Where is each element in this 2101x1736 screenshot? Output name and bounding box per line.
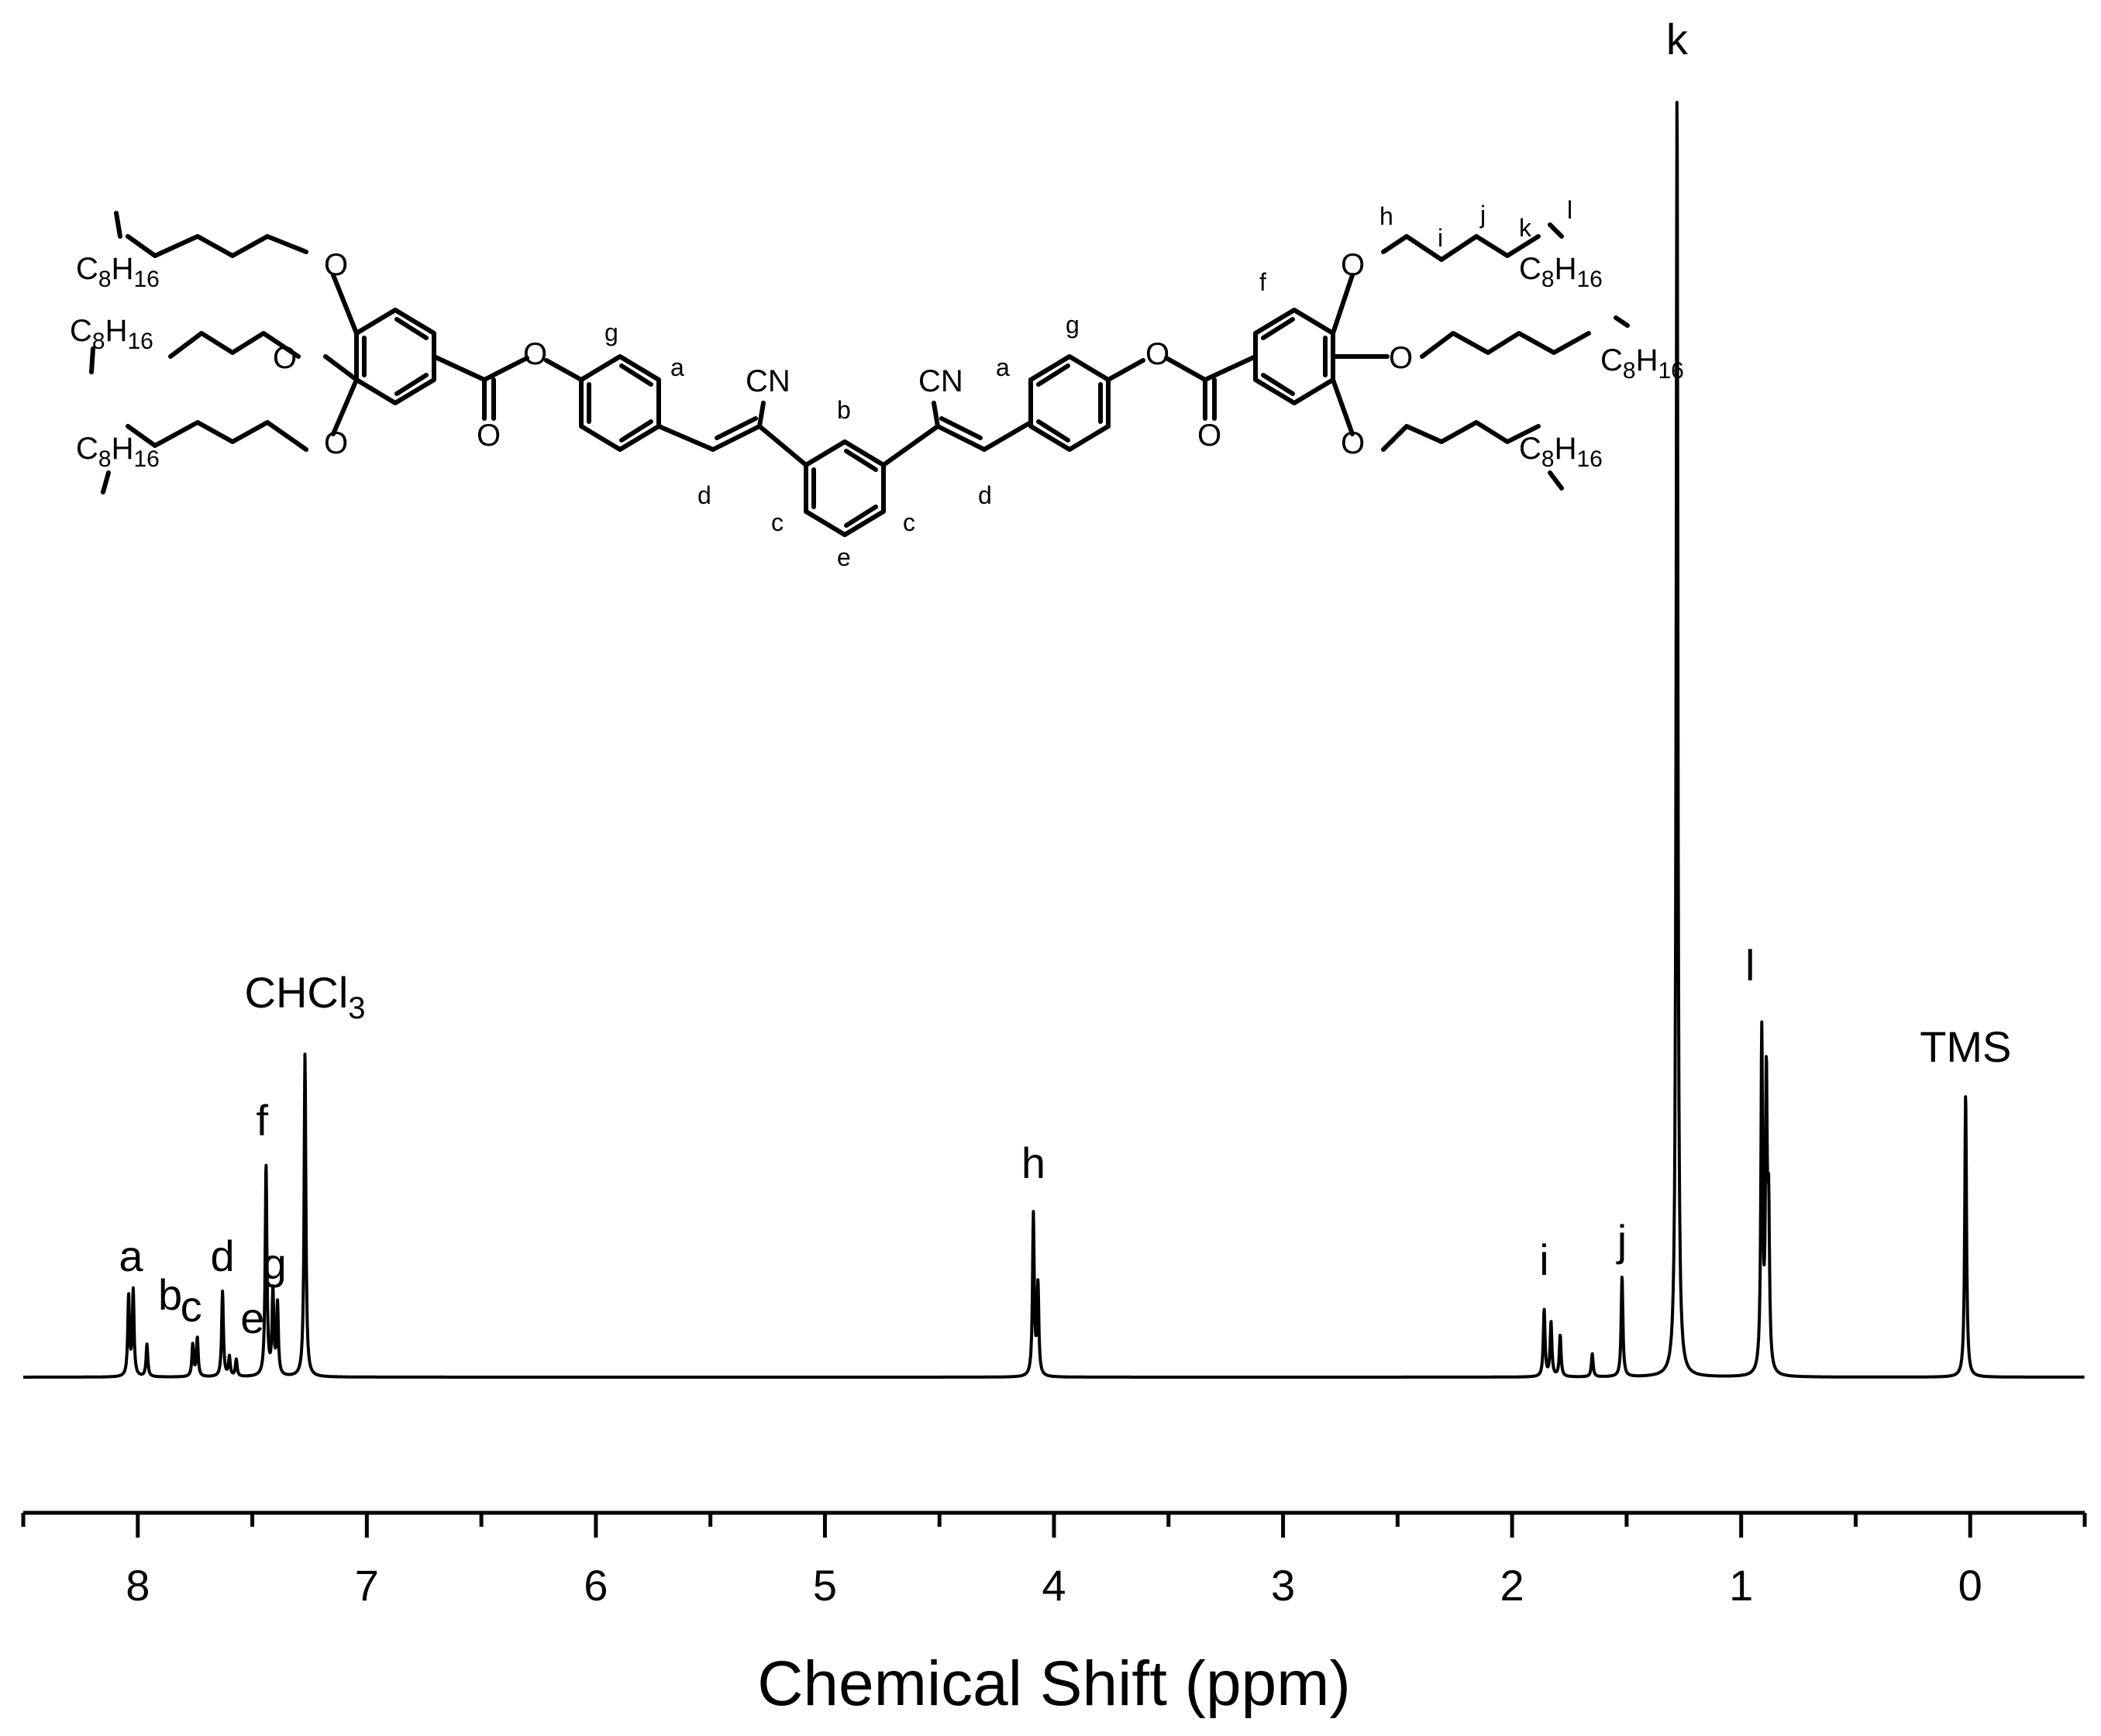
chain-label-5: C8H16 xyxy=(1600,343,1684,384)
oxygen-7: O xyxy=(1197,418,1221,453)
tick-label-4: 4 xyxy=(1042,1561,1066,1610)
annotation-b: b xyxy=(158,1270,182,1319)
annotation-e: e xyxy=(240,1293,264,1342)
chain-label-4: C8H16 xyxy=(1519,252,1603,292)
annotation-tms: TMS xyxy=(1920,1022,2011,1071)
spectrum-trace xyxy=(22,101,2086,1379)
proton-label-g-right: g xyxy=(1066,311,1080,339)
proton-label-i: i xyxy=(1438,224,1443,252)
tick-label-6: 6 xyxy=(584,1561,608,1610)
chain-label-2: C8H16 xyxy=(70,314,153,354)
peak-23 xyxy=(1965,1093,1966,1094)
proton-label-k: k xyxy=(1519,214,1532,242)
oxygen-10: O xyxy=(1341,426,1365,460)
proton-label-j: j xyxy=(1479,201,1486,229)
cyano-left: CN xyxy=(746,364,790,398)
annotation-g: g xyxy=(263,1239,287,1288)
tick-label-2: 2 xyxy=(1500,1561,1524,1610)
annotation-h: h xyxy=(1021,1138,1045,1187)
proton-label-c-right: c xyxy=(903,508,915,536)
tick-label-8: 8 xyxy=(126,1561,150,1610)
annotation-j: j xyxy=(1616,1216,1627,1265)
proton-label-d-left: d xyxy=(697,481,711,509)
proton-label-a-right: a xyxy=(996,353,1010,381)
oxygen-9: O xyxy=(1389,341,1413,375)
chain-label-3: C8H16 xyxy=(76,432,160,472)
proton-label-d-right: d xyxy=(978,481,992,509)
proton-label-a-left: a xyxy=(670,353,684,381)
annotation-a: a xyxy=(119,1231,143,1280)
proton-label-c-left: c xyxy=(771,508,784,536)
x-axis-title: Chemical Shift (ppm) xyxy=(757,1648,1351,1719)
chain-label-6: C8H16 xyxy=(1519,432,1603,472)
structure-labels: C8H16 C8H16 C8H16 C8H16 C8H16 C8H16 O O … xyxy=(70,196,1684,571)
annotation-i: i xyxy=(1539,1235,1548,1284)
oxygen-4: O xyxy=(477,418,501,453)
proton-label-f: f xyxy=(1259,268,1266,296)
proton-label-e: e xyxy=(837,543,851,571)
tick-label-0: 0 xyxy=(1958,1561,1982,1610)
oxygen-8: O xyxy=(1341,248,1365,282)
tick-label-3: 3 xyxy=(1271,1561,1295,1610)
annotation-chcl: CHCl3 xyxy=(245,968,366,1025)
annotation-k: k xyxy=(1666,15,1689,64)
proton-label-b: b xyxy=(837,396,851,424)
tick-label-7: 7 xyxy=(355,1561,379,1610)
chain-label-1: C8H16 xyxy=(76,252,160,292)
peak-19 xyxy=(1676,87,1677,88)
tick-label-1: 1 xyxy=(1729,1561,1753,1610)
tick-label-5: 5 xyxy=(813,1561,837,1610)
proton-label-g-left: g xyxy=(604,319,618,346)
annotation-l: l xyxy=(1745,941,1755,990)
annotation-f: f xyxy=(257,1096,269,1145)
oxygen-2: O xyxy=(273,341,297,375)
oxygen-3: O xyxy=(324,426,348,460)
oxygen-6: O xyxy=(1145,337,1169,371)
annotation-c: c xyxy=(181,1282,202,1331)
chemical-structure xyxy=(89,211,1630,537)
proton-label-h: h xyxy=(1379,202,1393,230)
cyano-right: CN xyxy=(918,364,963,398)
peak-markers xyxy=(128,87,1965,1361)
proton-label-l: l xyxy=(1567,196,1572,224)
oxygen-1: O xyxy=(324,248,348,282)
x-axis-ticks: 8 7 6 5 4 3 2 1 0 xyxy=(21,1513,2087,1610)
oxygen-5: O xyxy=(523,337,547,371)
annotation-d: d xyxy=(211,1231,235,1280)
